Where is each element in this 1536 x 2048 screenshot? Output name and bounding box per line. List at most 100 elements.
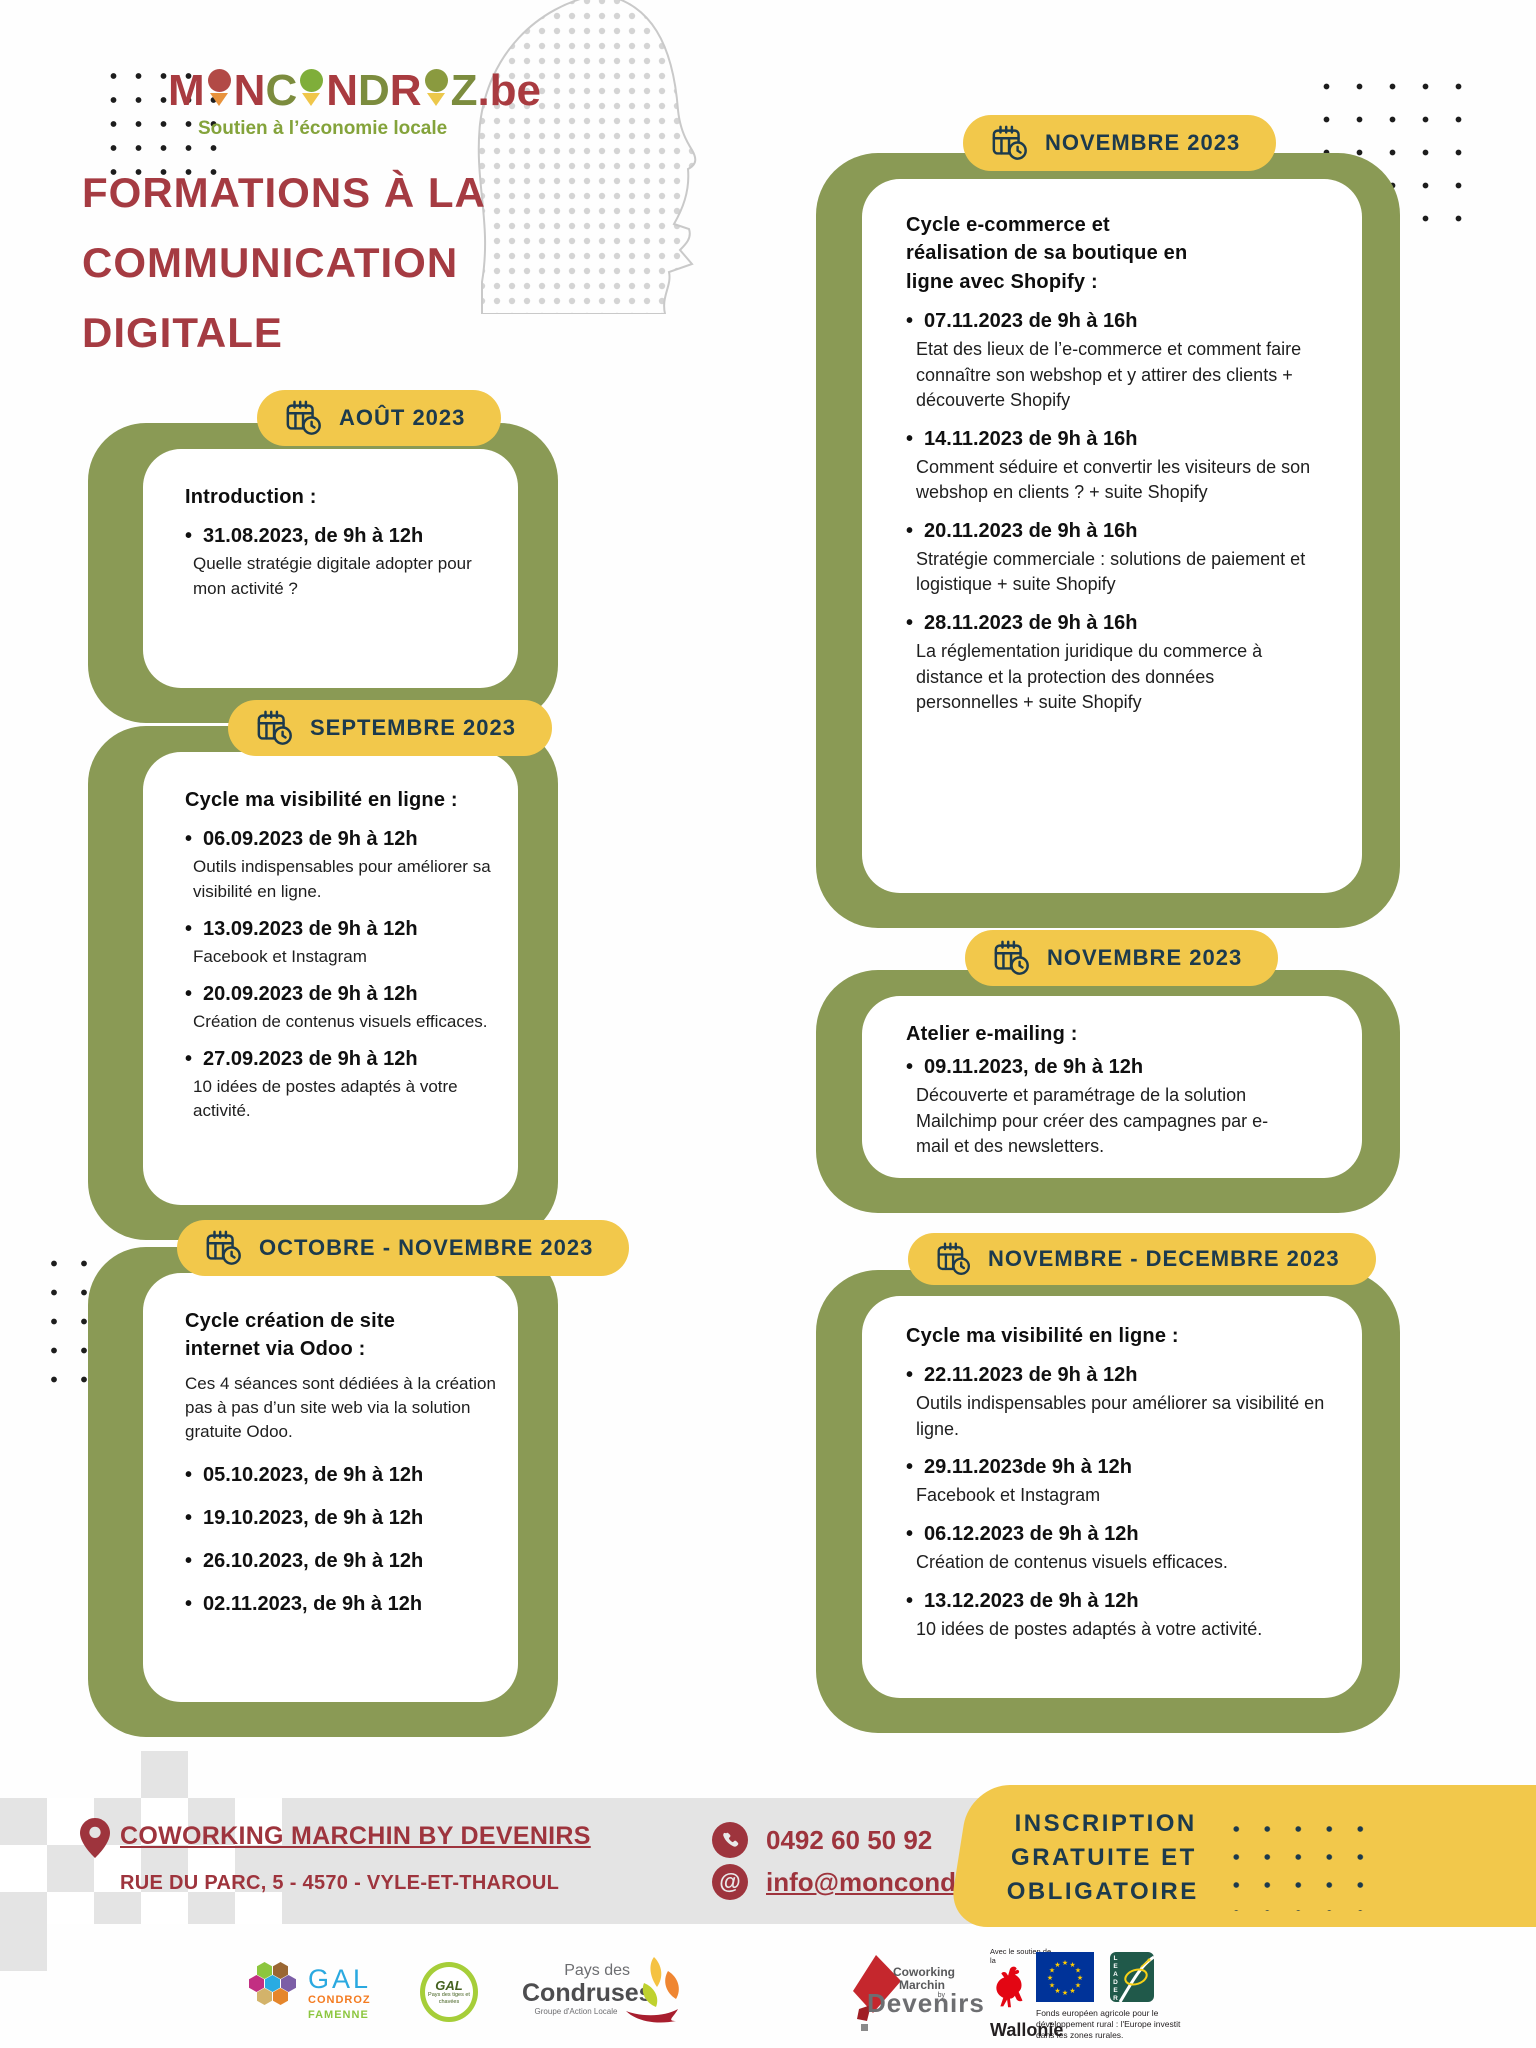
card-visibilite-novembre: Cycle ma visibilité en ligne : 22.11.202… [816, 1270, 1400, 1733]
month-badge-novembre-1: NOVEMBRE 2023 [963, 115, 1277, 171]
session-description: Stratégie commerciale : solutions de pai… [916, 548, 1306, 595]
session-date: 22.11.2023 de 9h à 12h [906, 1364, 1336, 1387]
logo-letter: N [326, 66, 358, 115]
checker-square-decoration [0, 1924, 47, 1971]
leader-name: LEADER [1112, 1955, 1119, 2003]
card-intro-text: Ces 4 séances sont dédiées à la création… [185, 1373, 496, 1442]
svg-text:★: ★ [1047, 1974, 1053, 1982]
condruses-line: Pays des [564, 1962, 630, 1979]
calendar-clock-icon [937, 1242, 971, 1276]
month-badge-novembre-2: NOVEMBRE 2023 [965, 930, 1279, 986]
session-date: 28.11.2023 de 9h à 16h [906, 612, 1336, 635]
svg-text:★: ★ [1077, 1974, 1083, 1982]
session-description: 10 idées de postes adaptés à votre activ… [193, 1076, 458, 1121]
session-description: 10 idées de postes adaptés à votre activ… [916, 1618, 1263, 1639]
month-badge-novembre-decembre: NOVEMBRE - DECEMBRE 2023 [908, 1233, 1376, 1285]
logo-letter: R [389, 66, 422, 115]
svg-text:★: ★ [1069, 1987, 1075, 1995]
gal-tiges-name: GAL [435, 1977, 463, 1993]
card-heading: Introduction : [185, 486, 317, 508]
wallonie-support-text: Avec le soutien de la [990, 1947, 1052, 1965]
card-heading: Cycle création de site internet via Odoo… [185, 1310, 396, 1361]
inscription-line: OBLIGATOIRE [1006, 1878, 1199, 1905]
session-description: La réglementation juridique du commerce … [916, 641, 1263, 713]
inscription-line: INSCRIPTION [1014, 1810, 1197, 1837]
svg-text:★: ★ [1049, 1967, 1055, 1975]
gal-condroz-logo: GAL CONDROZ FAMENNE [308, 1966, 371, 2023]
session-date: 29.11.2023de 9h à 12h [906, 1456, 1336, 1479]
checker-square-decoration [141, 1751, 188, 1798]
logo-letter: M [168, 66, 205, 115]
devenirs-coworking-label: Coworking Marchin by [893, 1965, 955, 2000]
session-date: 26.10.2023, de 9h à 12h [185, 1550, 506, 1573]
session-description: Découverte et paramétrage de la solution… [916, 1085, 1269, 1157]
venue-address: RUE DU PARC, 5 - 4570 - VYLE-ET-THAROUL [120, 1872, 560, 1894]
svg-text:★: ★ [1062, 1989, 1068, 1997]
pays-des-condruses-logo: Pays des Condruses Groupe d'Action Local… [522, 1962, 653, 2016]
svg-text:★: ★ [1054, 1961, 1060, 1969]
session-date: 13.09.2023 de 9h à 12h [185, 918, 506, 941]
card-site-odoo: Cycle création de site internet via Odoo… [88, 1247, 558, 1737]
svg-text:★: ★ [1049, 1982, 1055, 1990]
gal-tiges-sub: Pays des tiges et chavées [428, 1991, 470, 2005]
svg-text:★: ★ [1075, 1967, 1081, 1975]
condruses-name: Condruses [522, 1978, 653, 2007]
logo-letter: D [358, 66, 390, 115]
month-badge-label: AOÛT 2023 [339, 405, 466, 430]
dot-grid-decoration-top-left [95, 58, 220, 180]
moncondroz-logo: M N C N D R Z .be Soutien à l’économie l… [168, 66, 541, 140]
session-date: 06.09.2023 de 9h à 12h [185, 828, 506, 851]
title-line: DIGITALE [82, 309, 283, 356]
session-description: Création de contenus visuels efficaces. [916, 1552, 1228, 1573]
session-date: 13.12.2023 de 9h à 12h [906, 1590, 1336, 1613]
card-heading: Cycle ma visibilité en ligne : [906, 1325, 1179, 1347]
session-date: 14.11.2023 de 9h à 16h [906, 428, 1336, 451]
session-date: 19.10.2023, de 9h à 12h [185, 1507, 506, 1530]
card-heading: Cycle e-commerce et réalisation de sa bo… [906, 214, 1188, 293]
devenirs-diamond-icon [853, 1955, 901, 2031]
card-heading: Atelier e-mailing : [906, 1023, 1078, 1045]
map-pin-icon [299, 68, 324, 110]
calendar-clock-icon [992, 125, 1027, 160]
gal-tiges-logo: GAL Pays des tiges et chavées [420, 1962, 478, 2022]
head-profile-dots-decoration [477, 0, 697, 314]
devenirs-line: Coworking [893, 1965, 955, 1979]
card-atelier-emailing: Atelier e-mailing : 09.11.2023, de 9h à … [816, 970, 1400, 1213]
session-description: Quelle stratégie digitale adopter pour m… [193, 554, 472, 598]
card-heading: Cycle ma visibilité en ligne : [185, 789, 458, 811]
inscription-text: INSCRIPTION GRATUITE ET OBLIGATOIRE [1006, 1807, 1199, 1909]
session-description: Comment séduire et convertir les visiteu… [916, 456, 1311, 503]
gal-condroz-line: FAMENNE [308, 2008, 369, 2021]
wallonia-rooster-icon [996, 1966, 1023, 2008]
session-date: 05.10.2023, de 9h à 12h [185, 1464, 506, 1487]
leader-logo: LEADER [1110, 1952, 1155, 2003]
session-description: Facebook et Instagram [916, 1485, 1101, 1506]
month-badge-septembre: SEPTEMBRE 2023 [228, 700, 552, 756]
svg-text:★: ★ [1062, 1959, 1068, 1967]
devenirs-line: Marchin [898, 1978, 945, 1993]
eu-flag-icon: ★ ★★ ★★★ ★★★ ★★★ [1036, 1952, 1094, 2002]
checker-pattern-decoration [0, 1798, 282, 1924]
month-badge-label: NOVEMBRE 2023 [1045, 130, 1241, 155]
at-icon [712, 1864, 748, 1900]
condruses-leaves-icon [626, 1957, 679, 2023]
svg-text:★: ★ [1069, 1961, 1075, 1969]
session-date: 02.11.2023, de 9h à 12h [185, 1593, 506, 1616]
session-date: 20.09.2023 de 9h à 12h [185, 983, 506, 1006]
svg-text:★: ★ [1054, 1987, 1060, 1995]
month-badge-label: NOVEMBRE 2023 [1047, 945, 1243, 970]
gal-condroz-hexagons-icon [249, 1962, 296, 2018]
map-pin-icon [207, 68, 232, 110]
month-badge-aout: AOÛT 2023 [257, 390, 502, 446]
calendar-clock-icon [257, 710, 292, 745]
session-date: 27.09.2023 de 9h à 12h [185, 1048, 506, 1071]
page-title: FORMATIONS À LA COMMUNICATION DIGITALE [82, 158, 486, 368]
venue-link[interactable]: COWORKING MARCHIN BY DEVENIRS [120, 1822, 591, 1850]
phone-number: 0492 60 50 92 [766, 1825, 933, 1855]
map-pin-icon [424, 68, 449, 110]
inscription-line: GRATUITE ET [1011, 1844, 1197, 1871]
devenirs-name: Devenirs [867, 1988, 985, 2018]
card-introduction: Introduction : 31.08.2023, de 9h à 12h Q… [88, 423, 558, 723]
eu-funds-text: Fonds européen agricole pour le développ… [1036, 2008, 1181, 2041]
logo-letter: C [265, 66, 298, 115]
